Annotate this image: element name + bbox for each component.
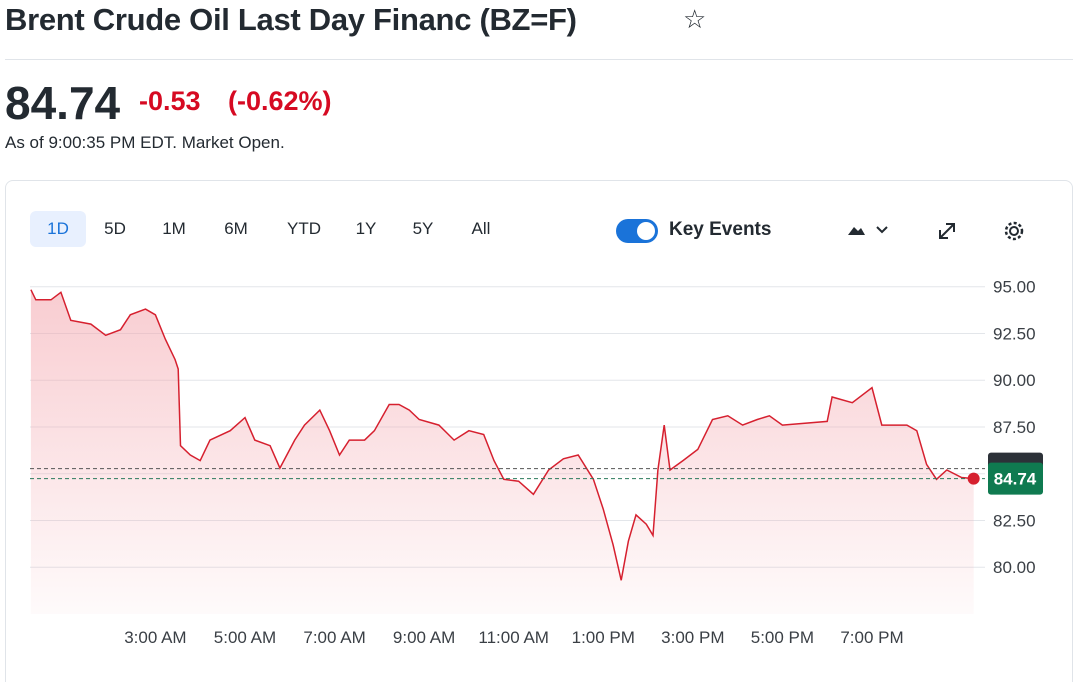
y-tick-label: 92.50	[993, 324, 1036, 343]
y-tick-label: 90.00	[993, 371, 1036, 390]
price-change-percent: (-0.62%)	[228, 86, 332, 116]
y-tick-label: 80.00	[993, 558, 1036, 577]
range-button[interactable]: 5D	[104, 219, 126, 238]
last-point	[967, 472, 980, 485]
price-line	[30, 289, 974, 581]
x-tick-label: 3:00 AM	[124, 628, 186, 647]
price-change: -0.53	[139, 86, 201, 116]
chart-tools[interactable]	[845, 220, 1045, 242]
key-events-label: Key Events	[669, 219, 772, 240]
watchlist-star[interactable]: ☆	[683, 4, 707, 34]
chart-card	[5, 180, 1073, 682]
x-tick-label: 11:00 AM	[478, 628, 549, 647]
x-tick-label: 1:00 PM	[572, 628, 635, 647]
key-events-toggle[interactable]	[615, 218, 659, 244]
current-price-badge	[988, 462, 1043, 495]
range-button[interactable]: 5Y	[412, 219, 434, 238]
x-tick-label: 9:00 AM	[393, 628, 455, 647]
range-button[interactable]: 6M	[224, 219, 248, 238]
price-area	[30, 289, 974, 614]
price: 84.74	[5, 77, 121, 129]
x-tick-label: 5:00 PM	[751, 628, 814, 647]
current-price-label: 84.74	[994, 470, 1037, 489]
range-button[interactable]: 1D	[30, 211, 86, 247]
range-button[interactable]: YTD	[287, 219, 321, 238]
as-of: As of 9:00:35 PM EDT. Market Open.	[5, 133, 285, 152]
range-button[interactable]: All	[471, 219, 491, 238]
range-button[interactable]: 1Y	[355, 219, 377, 238]
y-tick-label: 95.00	[993, 278, 1036, 297]
quote-title: Brent Crude Oil Last Day Financ (BZ=F)	[5, 2, 577, 37]
divider	[5, 59, 1073, 60]
x-tick-label: 7:00 PM	[840, 628, 903, 647]
x-tick-label: 3:00 PM	[661, 628, 724, 647]
y-tick-label: 82.50	[993, 511, 1036, 530]
range-button[interactable]: 1M	[162, 219, 186, 238]
y-tick-label: 87.50	[993, 418, 1036, 437]
x-tick-label: 5:00 AM	[214, 628, 276, 647]
x-tick-label: 7:00 AM	[303, 628, 365, 647]
